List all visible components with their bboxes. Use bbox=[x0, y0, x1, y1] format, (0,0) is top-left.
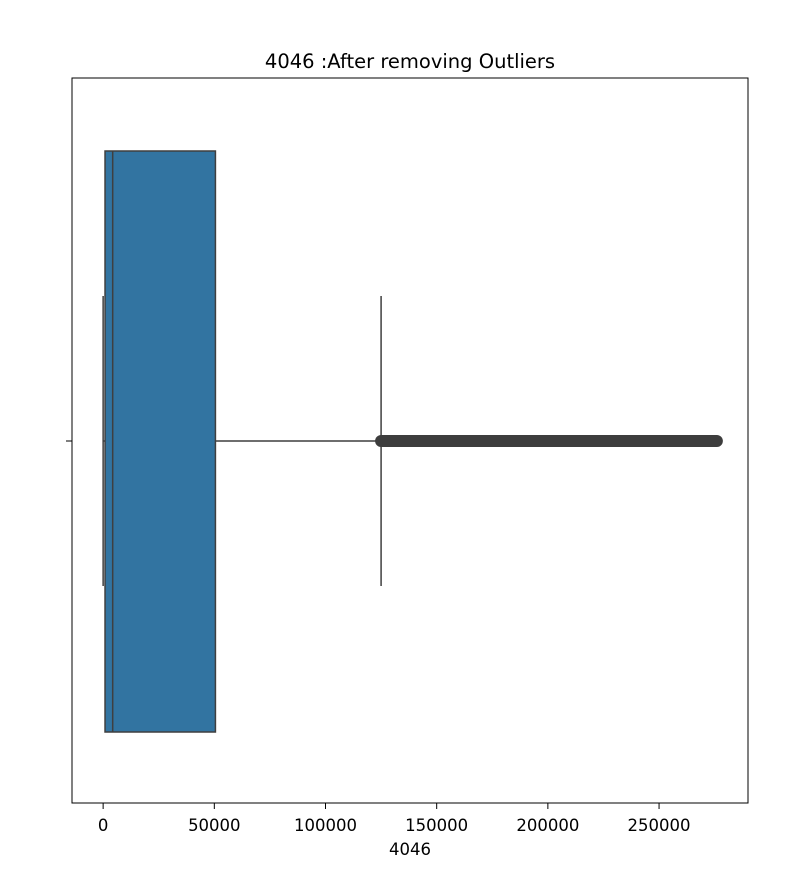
x-tick-label: 150000 bbox=[405, 816, 468, 835]
iqr-box bbox=[104, 150, 217, 733]
x-tick-label: 0 bbox=[98, 816, 109, 835]
x-tick-label: 100000 bbox=[294, 816, 357, 835]
x-tick-label: 250000 bbox=[628, 816, 691, 835]
x-axis: 0 50000 100000 150000 200000 250000 bbox=[98, 803, 691, 835]
x-axis-label: 4046 bbox=[389, 840, 431, 859]
plot-marks bbox=[102, 150, 723, 733]
chart-title: 4046 :After removing Outliers bbox=[265, 50, 555, 73]
x-tick-label: 200000 bbox=[516, 816, 579, 835]
x-tick-label: 50000 bbox=[188, 816, 241, 835]
